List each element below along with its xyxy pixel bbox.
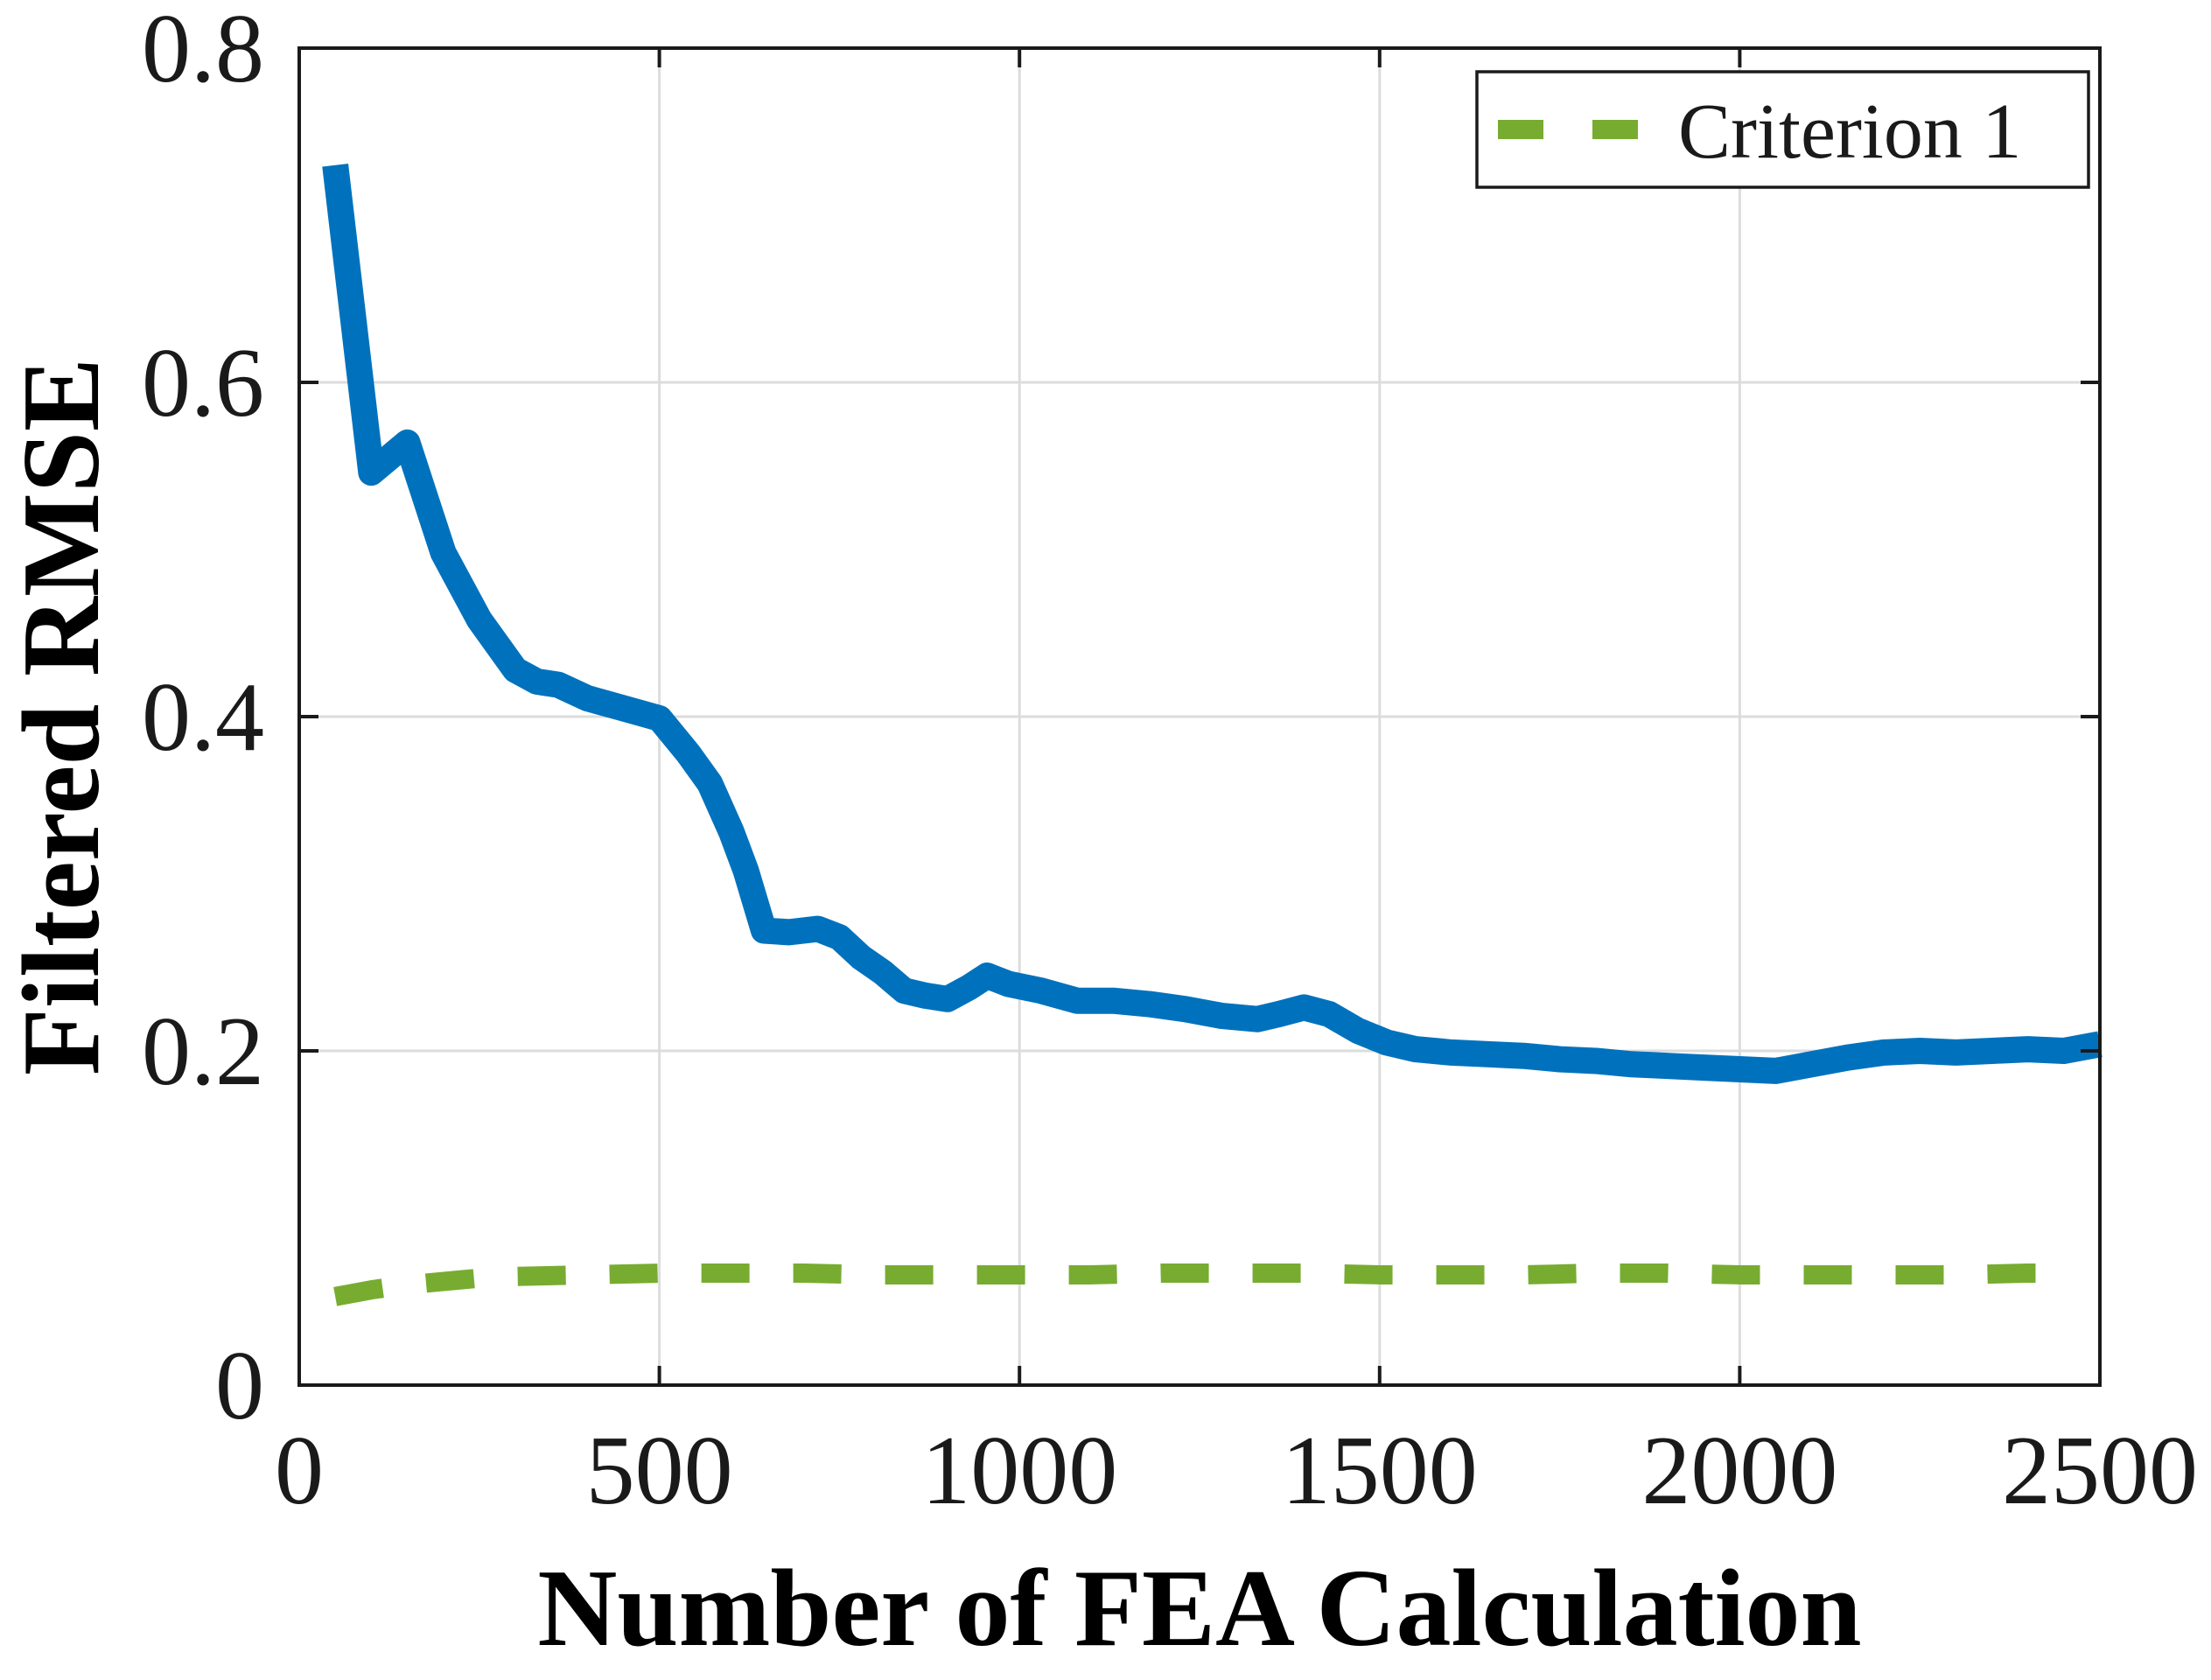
- y-tick-label-0.6: 0.6: [142, 329, 264, 438]
- y-axis-title: Filtered RMSE: [1, 358, 122, 1075]
- x-tick-labels: 0 500 1000 1500 2000 2500: [275, 1417, 2198, 1525]
- x-tick-label-2500: 2500: [2002, 1417, 2198, 1525]
- x-tick-label-0: 0: [275, 1417, 324, 1525]
- y-tick-label-0.8: 0.8: [142, 0, 264, 103]
- series-criterion-1-line: [333, 1264, 2072, 1306]
- x-tick-label-1500: 1500: [1282, 1417, 1478, 1525]
- y-tick-label-0: 0: [215, 1332, 264, 1440]
- x-axis-title: Number of FEA Calculation: [537, 1548, 1861, 1670]
- series-filtered-rmse-line: [322, 163, 2103, 1084]
- x-tick-label-500: 500: [586, 1417, 733, 1525]
- y-tick-labels: 0 0.2 0.4 0.6 0.8: [142, 0, 264, 1440]
- y-tick-label-0.4: 0.4: [142, 663, 264, 772]
- y-tick-label-0.2: 0.2: [142, 998, 264, 1106]
- x-tick-label-1000: 1000: [921, 1417, 1117, 1525]
- x-tick-label-2000: 2000: [1641, 1417, 1837, 1525]
- series-lines: [322, 163, 2103, 1306]
- legend-label-criterion-1: Criterion 1: [1678, 88, 2021, 175]
- gridlines: [299, 48, 2100, 1385]
- axis-ticks: [297, 46, 2102, 1387]
- legend-box: [1475, 70, 2090, 189]
- legend: Criterion 1: [1475, 70, 2090, 189]
